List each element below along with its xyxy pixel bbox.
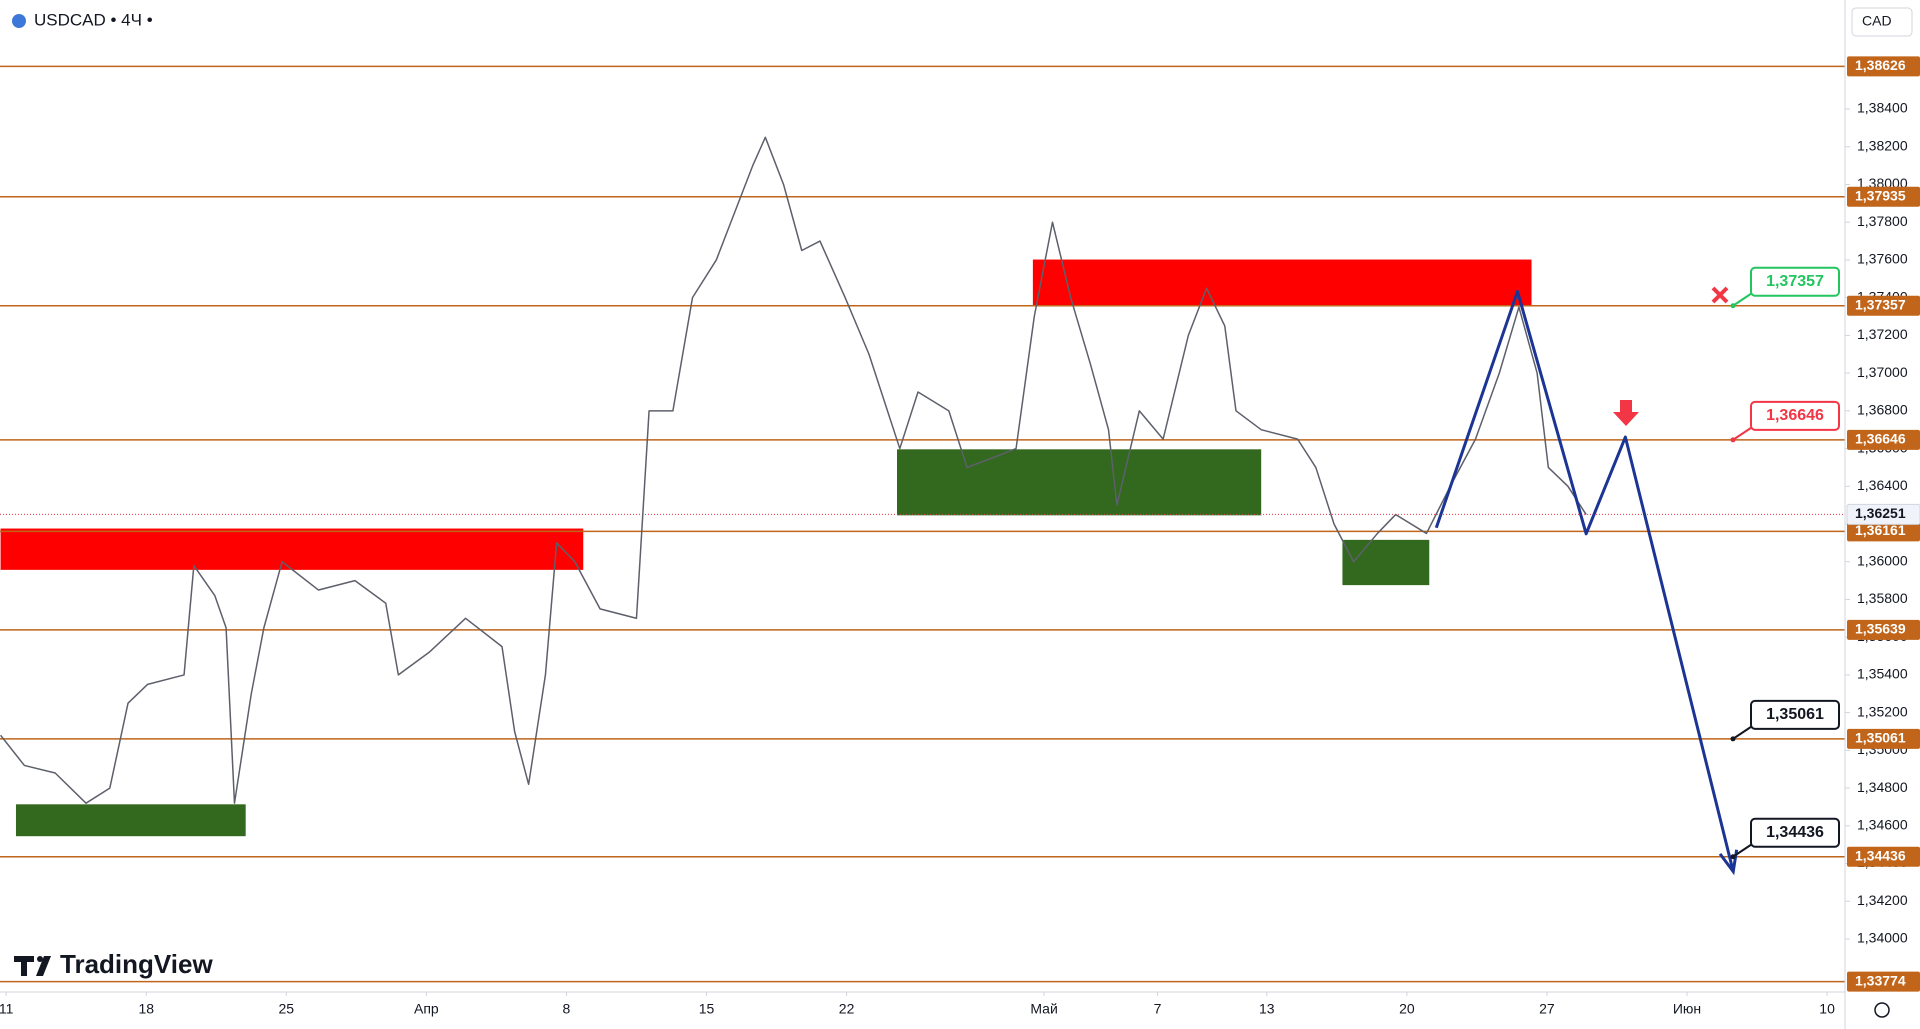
x-tick-label: 18 <box>138 1001 154 1017</box>
x-tick-label: 13 <box>1259 1001 1275 1017</box>
x-tick-label: 20 <box>1399 1001 1415 1017</box>
y-tick-label: 1,35200 <box>1857 703 1908 719</box>
projection-arrowhead <box>1718 849 1739 876</box>
x-tick-label: 11 <box>0 1001 14 1017</box>
level-label: 1,36646 <box>1855 431 1906 447</box>
projection-line <box>1434 289 1735 872</box>
x-tick-label: 27 <box>1539 1001 1555 1017</box>
level-label: 1,34436 <box>1855 847 1906 863</box>
callout-label: 1,36646 <box>1766 407 1824 424</box>
currency-label[interactable]: CAD <box>1862 13 1892 29</box>
level-label-box <box>1847 295 1920 316</box>
level-label-box <box>1847 186 1920 207</box>
level-label: 1,35639 <box>1855 621 1906 637</box>
x-tick-label: 25 <box>279 1001 295 1017</box>
level-label-box <box>1847 619 1920 640</box>
callout-pointer <box>1732 292 1752 307</box>
logo-text: TradingView <box>60 949 213 979</box>
callout-label: 1,37357 <box>1766 273 1824 290</box>
y-tick-label: 1,35800 <box>1857 590 1908 606</box>
down-arrow-marker <box>1613 400 1639 426</box>
current-price-label: 1,36251 <box>1855 505 1906 521</box>
callout-box <box>1750 400 1840 431</box>
level-label: 1,37357 <box>1855 296 1906 312</box>
x-tick-label: 22 <box>839 1001 855 1017</box>
zone <box>1342 539 1430 586</box>
callout-pointer <box>1732 843 1752 858</box>
zone <box>1032 259 1532 307</box>
callout-label: 1,35061 <box>1766 706 1824 723</box>
level-label-box <box>1847 56 1920 77</box>
y-tick-label: 1,37000 <box>1857 364 1908 380</box>
callout-box <box>1750 699 1840 730</box>
zone <box>0 528 584 570</box>
x-tick-label: 7 <box>1154 1001 1162 1017</box>
level-label: 1,33774 <box>1855 972 1906 988</box>
currency-button[interactable] <box>1851 7 1913 37</box>
y-tick-label: 1,34200 <box>1857 892 1908 908</box>
callout-box <box>1750 266 1840 297</box>
level-label-box <box>1847 728 1920 749</box>
zone <box>897 449 1262 516</box>
x-tick-label: 10 <box>1819 1001 1835 1017</box>
settings-icon[interactable] <box>1874 1002 1890 1018</box>
x-tick-label: Май <box>1030 1001 1057 1017</box>
y-tick-label: 1,38200 <box>1857 137 1908 153</box>
current-price-box <box>1846 503 1920 525</box>
level-label-box <box>1847 429 1920 450</box>
level-label-box <box>1847 971 1920 992</box>
level-label: 1,37935 <box>1855 187 1906 203</box>
cross-marker <box>1711 286 1729 304</box>
logo: TradingView <box>14 949 213 979</box>
level-label: 1,36161 <box>1855 522 1906 538</box>
callout-box <box>1750 817 1840 848</box>
level-label-box <box>1847 521 1920 542</box>
callout-label: 1,34436 <box>1766 824 1824 841</box>
y-tick-label: 1,34800 <box>1857 779 1908 795</box>
y-tick-label: 1,38400 <box>1857 100 1908 116</box>
y-tick-label: 1,34600 <box>1857 817 1908 833</box>
y-tick-label: 1,36000 <box>1857 552 1908 568</box>
y-tick-label: 1,35400 <box>1857 666 1908 682</box>
callout-pointer <box>1732 726 1752 740</box>
y-tick-label: 1,34000 <box>1857 930 1908 946</box>
x-tick-label: 8 <box>563 1001 571 1017</box>
logo-dot <box>37 956 43 962</box>
logo-icon <box>14 956 51 976</box>
plot-area: 1,37357 1,36646 1,35061 1,34436 <box>0 65 1845 983</box>
level-label: 1,35061 <box>1855 730 1906 746</box>
flag-icon <box>12 14 26 28</box>
y-tick-label: 1,37600 <box>1857 251 1908 267</box>
level-label: 1,38626 <box>1855 57 1906 73</box>
y-tick-label: 1,36400 <box>1857 477 1908 493</box>
level-label-box <box>1847 846 1920 867</box>
x-tick-label: 15 <box>699 1001 715 1017</box>
y-tick-label: 1,37800 <box>1857 213 1908 229</box>
x-tick-label: Апр <box>414 1001 439 1017</box>
y-tick-label: 1,36800 <box>1857 402 1908 418</box>
x-tick-label: Июн <box>1673 1001 1701 1017</box>
zone <box>15 804 246 837</box>
price-line <box>0 136 1587 804</box>
y-tick-label: 1,37200 <box>1857 326 1908 342</box>
callout-pointer <box>1732 427 1752 441</box>
symbol-title: USDCAD • 4Ч • <box>34 10 153 29</box>
